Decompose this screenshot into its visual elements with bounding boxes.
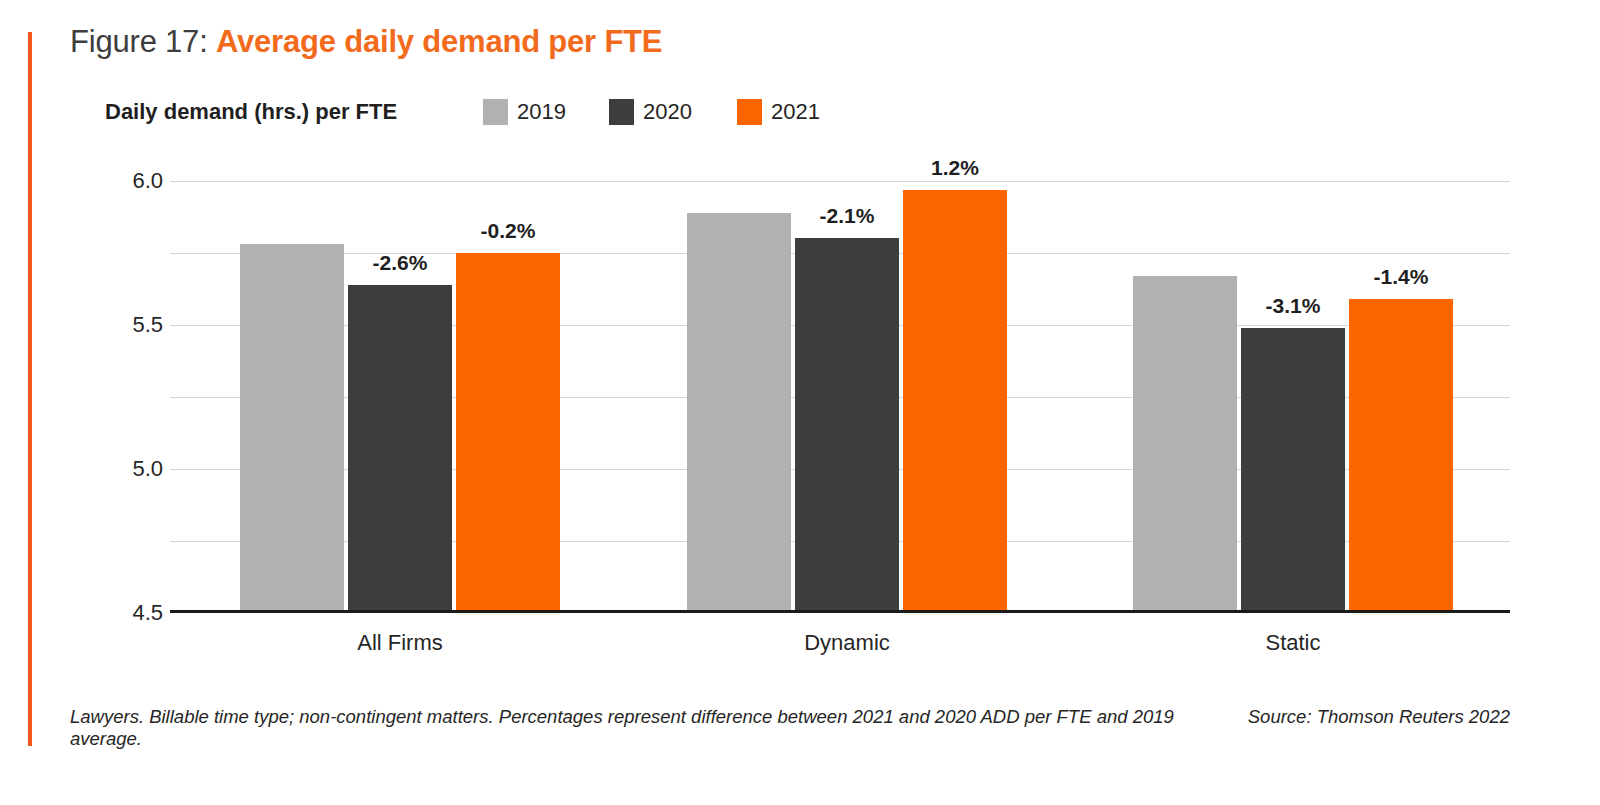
figure-page: Figure 17: Average daily demand per FTE … xyxy=(0,0,1600,805)
bar-value-label: -2.1% xyxy=(775,204,919,228)
x-category-label-dynamic: Dynamic xyxy=(697,630,997,656)
figure-title-text: Average daily demand per FTE xyxy=(216,24,662,59)
figure-number-label: Figure 17: xyxy=(70,24,208,59)
legend-label-2020: 2020 xyxy=(643,99,692,125)
y-tick-label: 6.0 xyxy=(101,168,163,194)
bar-value-label: -1.4% xyxy=(1329,265,1473,289)
legend-swatch-2019 xyxy=(483,99,508,125)
y-tick-label: 5.5 xyxy=(101,312,163,338)
bar-2021-all-firms xyxy=(456,253,560,610)
legend-row: Daily demand (hrs.) per FTE 2019 2020 2021 xyxy=(0,96,1600,128)
bar-2020-all-firms xyxy=(348,285,452,610)
legend-label-2019: 2019 xyxy=(517,99,566,125)
bar-2020-dynamic xyxy=(795,238,899,610)
bar-value-label: -2.6% xyxy=(328,251,472,275)
legend-swatch-2021 xyxy=(737,99,762,125)
y-axis-title: Daily demand (hrs.) per FTE xyxy=(105,99,397,125)
bar-2021-dynamic xyxy=(903,190,1007,610)
legend-item-2019: 2019 xyxy=(483,96,566,128)
x-category-label-all-firms: All Firms xyxy=(250,630,550,656)
footnote-text: Lawyers. Billable time type; non-conting… xyxy=(70,706,1218,750)
y-tick-label: 5.0 xyxy=(101,456,163,482)
legend-label-2021: 2021 xyxy=(771,99,820,125)
gridline xyxy=(170,181,1510,182)
x-category-label-static: Static xyxy=(1143,630,1443,656)
figure-title: Figure 17: Average daily demand per FTE xyxy=(70,24,662,60)
y-tick-label: 4.5 xyxy=(101,600,163,626)
legend-swatch-2020 xyxy=(609,99,634,125)
bar-2021-static xyxy=(1349,299,1453,610)
bar-2019-static xyxy=(1133,276,1237,610)
bar-2020-static xyxy=(1241,328,1345,610)
bar-value-label: -0.2% xyxy=(436,219,580,243)
accent-rule xyxy=(28,32,32,746)
plot-area: -2.6%-2.1%-3.1%-0.2%1.2%-1.4% xyxy=(170,181,1510,613)
bar-2019-dynamic xyxy=(687,213,791,610)
bar-value-label: 1.2% xyxy=(883,156,1027,180)
legend-item-2021: 2021 xyxy=(737,96,820,128)
source-text: Source: Thomson Reuters 2022 xyxy=(1248,706,1510,728)
bar-value-label: -3.1% xyxy=(1221,294,1365,318)
legend-item-2020: 2020 xyxy=(609,96,692,128)
bar-2019-all-firms xyxy=(240,244,344,610)
footer-row: Lawyers. Billable time type; non-conting… xyxy=(70,706,1510,750)
